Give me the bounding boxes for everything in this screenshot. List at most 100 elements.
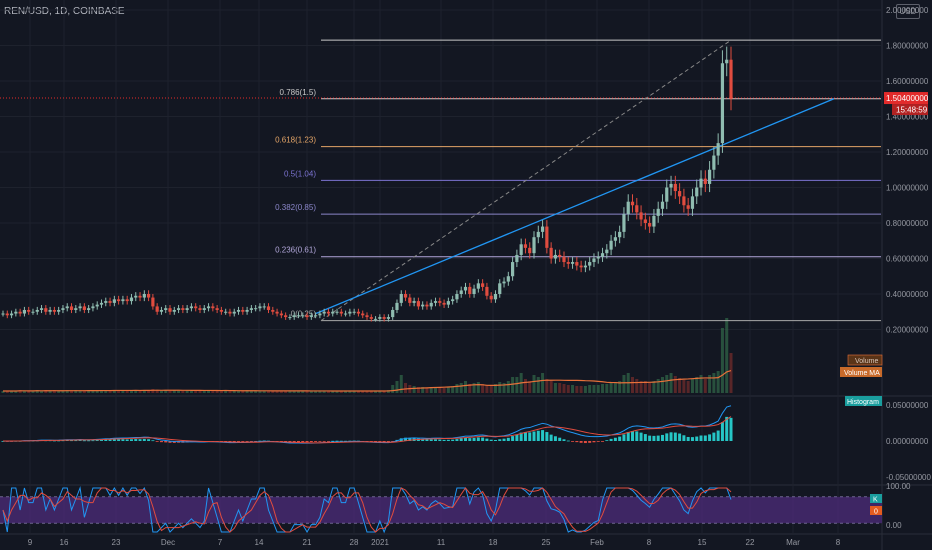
candle-body[interactable] [82,306,86,310]
candle-body[interactable] [421,304,425,307]
candle-body[interactable] [108,301,112,303]
candle-body[interactable] [635,205,639,213]
candle-body[interactable] [553,254,558,259]
candle-body[interactable] [588,262,592,266]
candle-body[interactable] [249,308,253,310]
candle-body[interactable] [476,283,480,289]
candle-body[interactable] [31,311,35,313]
candle-body[interactable] [416,301,420,307]
candle-body[interactable] [528,247,532,254]
candle-body[interactable] [481,283,485,287]
candle-body[interactable] [1,313,5,315]
candle-body[interactable] [262,306,266,308]
candle-body[interactable] [386,317,391,319]
candle-body[interactable] [215,308,219,310]
candle-body[interactable] [206,306,211,309]
candle-body[interactable] [176,308,181,310]
candle-body[interactable] [292,315,296,318]
candle-body[interactable] [335,311,339,313]
candle-body[interactable] [305,315,309,318]
candle-body[interactable] [639,212,643,220]
candle-body[interactable] [134,295,138,298]
candle-body[interactable] [232,311,236,314]
candle-body[interactable] [605,249,609,254]
candle-body[interactable] [720,63,725,144]
candle-body[interactable] [399,294,403,303]
candle-body[interactable] [408,297,412,303]
candle-body[interactable] [498,283,502,294]
candle-body[interactable] [301,315,305,317]
candle-body[interactable] [660,201,665,209]
candle-body[interactable] [630,201,635,206]
candle-body[interactable] [575,262,579,266]
candle-body[interactable] [138,295,142,298]
candle-body[interactable] [403,294,408,298]
candle-body[interactable] [185,308,189,310]
candle-body[interactable] [65,306,69,309]
candle-body[interactable] [211,306,215,309]
candle-body[interactable] [112,299,116,303]
candle-body[interactable] [485,286,489,296]
candle-body[interactable] [652,215,656,227]
candle-body[interactable] [532,237,536,254]
candle-body[interactable] [27,309,31,312]
candle-body[interactable] [592,258,596,263]
candle-body[interactable] [309,315,313,318]
candle-body[interactable] [648,223,652,227]
candle-body[interactable] [502,281,506,284]
candle-body[interactable] [168,308,172,312]
candle-body[interactable] [395,302,399,310]
candle-body[interactable] [35,309,39,312]
candle-body[interactable] [489,295,493,300]
candle-body[interactable] [279,313,283,316]
candle-body[interactable] [412,301,416,303]
candle-body[interactable] [343,313,348,315]
candle-body[interactable] [558,254,562,257]
candle-body[interactable] [78,306,82,309]
candle-body[interactable] [198,308,202,310]
candle-body[interactable] [566,262,570,264]
candle-body[interactable] [472,288,476,294]
candle-body[interactable] [275,311,279,314]
candle-body[interactable] [463,286,468,291]
candle-body[interactable] [44,308,48,312]
candle-body[interactable] [365,315,369,318]
candle-body[interactable] [455,294,459,300]
candle-body[interactable] [678,191,682,197]
candle-body[interactable] [519,244,523,255]
candle-body[interactable] [326,311,331,314]
candle-body[interactable] [266,306,271,310]
candle-body[interactable] [669,183,673,188]
candle-body[interactable] [318,313,322,316]
candle-body[interactable] [57,309,61,312]
candle-body[interactable] [271,309,275,312]
candle-body[interactable] [322,311,326,314]
candle-body[interactable] [468,286,472,294]
candle-body[interactable] [14,311,18,314]
candle-body[interactable] [314,315,318,317]
candle-body[interactable] [284,315,288,318]
candle-body[interactable] [643,219,647,223]
candle-body[interactable] [155,306,159,312]
candle-body[interactable] [39,308,44,310]
candle-body[interactable] [69,306,74,310]
candle-body[interactable] [673,183,677,192]
candle-body[interactable] [348,311,352,314]
candle-body[interactable] [570,262,575,264]
candle-body[interactable] [699,178,703,188]
candle-body[interactable] [690,196,695,209]
candle-body[interactable] [296,315,301,317]
candle-body[interactable] [682,196,686,206]
candle-body[interactable] [121,299,125,302]
candle-body[interactable] [391,309,395,318]
candle-body[interactable] [613,237,617,241]
candle-body[interactable] [425,304,429,307]
candle-body[interactable] [91,306,95,309]
candle-body[interactable] [74,308,78,310]
candle-body[interactable] [164,308,168,310]
candle-body[interactable] [511,262,515,277]
candle-body[interactable] [579,265,583,268]
candle-body[interactable] [331,311,335,314]
candle-body[interactable] [142,294,146,298]
candle-body[interactable] [373,318,378,320]
